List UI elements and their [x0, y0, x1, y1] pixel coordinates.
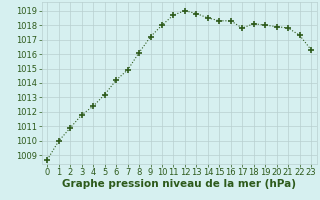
X-axis label: Graphe pression niveau de la mer (hPa): Graphe pression niveau de la mer (hPa) — [62, 179, 296, 189]
